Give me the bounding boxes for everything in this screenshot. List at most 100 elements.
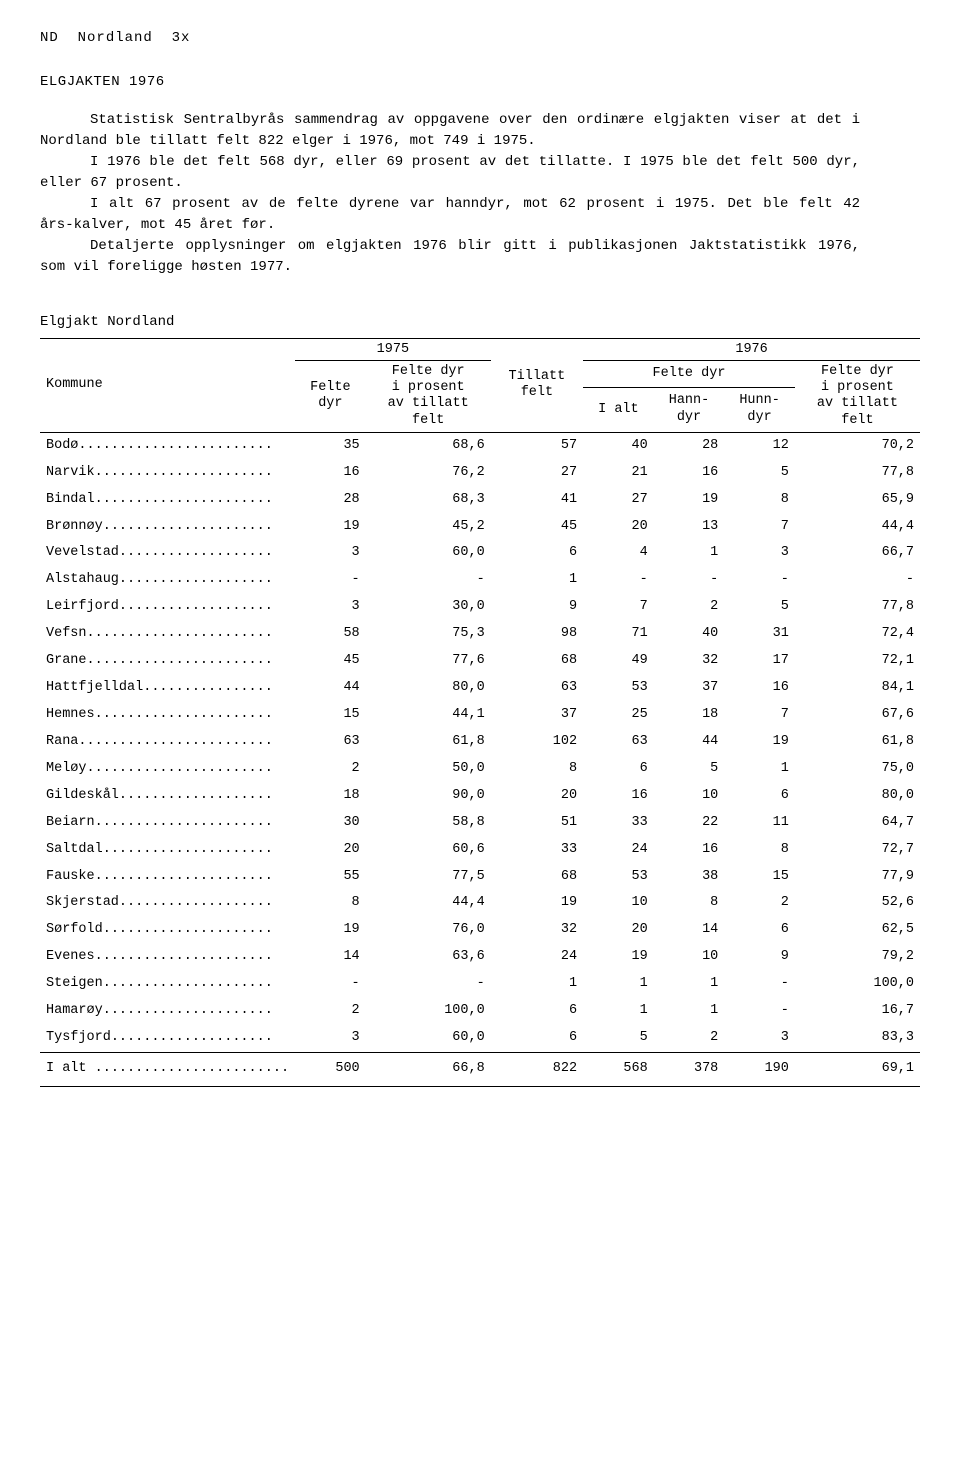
- kommune-cell: Vefsn .......................: [40, 621, 295, 648]
- cell: 20: [491, 783, 583, 810]
- cell: 22: [654, 810, 725, 837]
- cell: 8: [654, 890, 725, 917]
- cell: 1: [491, 971, 583, 998]
- col-pct-1975: Felte dyr i prosent av tillatt felt: [366, 361, 491, 433]
- cell: 38: [654, 864, 725, 891]
- col-hunn: Hunn- dyr: [724, 387, 795, 432]
- cell: 100,0: [366, 998, 491, 1025]
- paragraph: Detaljerte opplysninger om elgjakten 197…: [40, 236, 860, 278]
- cell: 44,1: [366, 702, 491, 729]
- cell: 60,0: [366, 1025, 491, 1052]
- kommune-cell: Meløy .......................: [40, 756, 295, 783]
- kommune-cell: Leirfjord ...................: [40, 594, 295, 621]
- body-text: Statistisk Sentralbyrås sammendrag av op…: [40, 110, 920, 278]
- kommune-cell: Vevelstad ...................: [40, 540, 295, 567]
- cell: 19: [724, 729, 795, 756]
- table-row: Hemnes ......................1544,137251…: [40, 702, 920, 729]
- cell: 60,6: [366, 837, 491, 864]
- cell: 2: [295, 998, 366, 1025]
- cell: 44: [654, 729, 725, 756]
- cell: 14: [295, 944, 366, 971]
- cell: 19: [491, 890, 583, 917]
- cell: 61,8: [795, 729, 920, 756]
- cell: 1: [583, 998, 654, 1025]
- cell: 62,5: [795, 917, 920, 944]
- cell: 5: [654, 756, 725, 783]
- cell: 37: [491, 702, 583, 729]
- cell: -: [366, 971, 491, 998]
- cell: 19: [583, 944, 654, 971]
- kommune-cell: Bodø ........................: [40, 432, 295, 459]
- table-row: Gildeskål ...................1890,020161…: [40, 783, 920, 810]
- table-row: Tysfjord ....................360,0652383…: [40, 1025, 920, 1052]
- cell: 75,0: [795, 756, 920, 783]
- cell: 68,6: [366, 432, 491, 459]
- cell: 7: [724, 702, 795, 729]
- cell: 3: [295, 1025, 366, 1052]
- cell: 13: [654, 514, 725, 541]
- cell: 35: [295, 432, 366, 459]
- cell: 58,8: [366, 810, 491, 837]
- cell: 10: [583, 890, 654, 917]
- cell: 100,0: [795, 971, 920, 998]
- cell: -: [583, 567, 654, 594]
- cell: 41: [491, 487, 583, 514]
- col-year-1975: 1975: [295, 339, 491, 361]
- table-row: Vefsn .......................5875,398714…: [40, 621, 920, 648]
- cell: 20: [583, 917, 654, 944]
- cell: 60,0: [366, 540, 491, 567]
- cell: 7: [583, 594, 654, 621]
- cell: 80,0: [366, 675, 491, 702]
- cell: 31: [724, 621, 795, 648]
- cell: 83,3: [795, 1025, 920, 1052]
- cell: 6: [724, 783, 795, 810]
- table-row: Beiarn ......................3058,851332…: [40, 810, 920, 837]
- table-total-row: I alt ........................ 500 66,8 …: [40, 1052, 920, 1086]
- cell: 1: [654, 998, 725, 1025]
- total-cell: 822: [491, 1052, 583, 1086]
- cell: 53: [583, 864, 654, 891]
- cell: 77,5: [366, 864, 491, 891]
- cell: 30,0: [366, 594, 491, 621]
- cell: -: [654, 567, 725, 594]
- kommune-cell: Narvik ......................: [40, 460, 295, 487]
- cell: 32: [654, 648, 725, 675]
- cell: 19: [654, 487, 725, 514]
- cell: 1: [583, 971, 654, 998]
- cell: 6: [583, 756, 654, 783]
- total-cell: 378: [654, 1052, 725, 1086]
- cell: 28: [654, 432, 725, 459]
- table-row: Rana ........................6361,810263…: [40, 729, 920, 756]
- cell: 61,8: [366, 729, 491, 756]
- cell: 66,7: [795, 540, 920, 567]
- cell: 90,0: [366, 783, 491, 810]
- cell: 45,2: [366, 514, 491, 541]
- cell: 98: [491, 621, 583, 648]
- table-row: Alstahaug ...................--1----: [40, 567, 920, 594]
- cell: 32: [491, 917, 583, 944]
- kommune-cell: Sørfold .....................: [40, 917, 295, 944]
- cell: 7: [724, 514, 795, 541]
- kommune-cell: Beiarn ......................: [40, 810, 295, 837]
- cell: 76,2: [366, 460, 491, 487]
- kommune-cell: Brønnøy .....................: [40, 514, 295, 541]
- cell: 33: [583, 810, 654, 837]
- cell: 16: [654, 460, 725, 487]
- cell: 6: [724, 917, 795, 944]
- kommune-cell: Evenes ......................: [40, 944, 295, 971]
- cell: 57: [491, 432, 583, 459]
- cell: 63,6: [366, 944, 491, 971]
- page-header: ND Nordland 3x: [40, 30, 920, 46]
- cell: 63: [491, 675, 583, 702]
- table-row: Hattfjelldal ................4480,063533…: [40, 675, 920, 702]
- cell: 14: [654, 917, 725, 944]
- cell: 68: [491, 648, 583, 675]
- total-cell: 500: [295, 1052, 366, 1086]
- cell: 19: [295, 917, 366, 944]
- cell: 5: [724, 460, 795, 487]
- cell: 77,8: [795, 594, 920, 621]
- cell: 16: [583, 783, 654, 810]
- kommune-cell: Bindal ......................: [40, 487, 295, 514]
- cell: 24: [583, 837, 654, 864]
- cell: 2: [654, 594, 725, 621]
